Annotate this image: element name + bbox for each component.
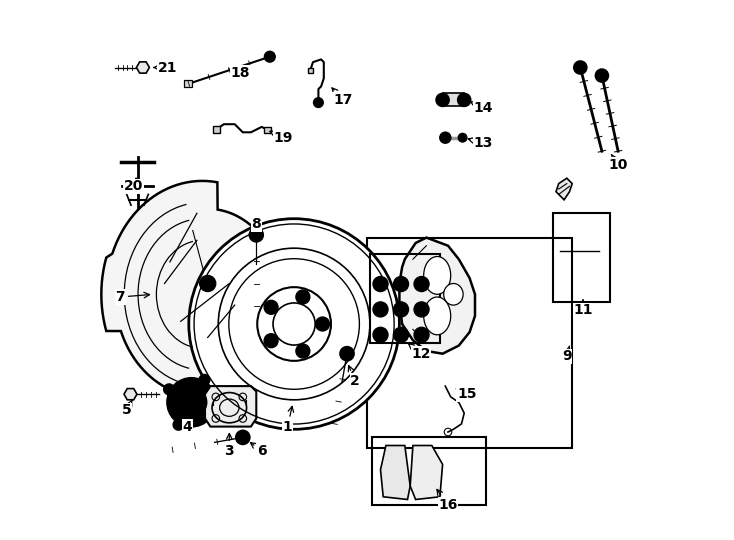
Bar [370,254,440,343]
Circle shape [250,228,264,242]
Text: 2: 2 [349,366,360,388]
Text: 9: 9 [562,346,572,363]
Circle shape [264,334,278,348]
Text: 3: 3 [225,434,234,458]
Circle shape [393,327,409,342]
Polygon shape [556,178,573,200]
Circle shape [373,302,388,317]
Text: 13: 13 [468,136,493,150]
Polygon shape [124,389,137,400]
Circle shape [264,300,278,314]
Bar [553,213,610,302]
Ellipse shape [257,287,331,361]
Text: 21: 21 [153,60,177,75]
Circle shape [574,61,586,74]
Circle shape [167,378,216,427]
Ellipse shape [443,284,463,305]
Circle shape [208,410,219,421]
Polygon shape [264,127,271,133]
Circle shape [414,327,429,342]
Circle shape [340,347,354,361]
Polygon shape [380,446,410,500]
Ellipse shape [424,297,451,335]
Circle shape [595,69,608,82]
Circle shape [164,384,175,395]
Circle shape [393,302,409,317]
Text: 1: 1 [283,407,294,434]
Text: 19: 19 [270,131,293,145]
Bar [367,238,573,448]
Circle shape [173,420,184,430]
Polygon shape [184,80,192,87]
Polygon shape [205,386,256,427]
Text: 4: 4 [183,416,192,434]
Polygon shape [101,181,280,395]
Text: 5: 5 [122,400,132,417]
Circle shape [199,374,210,385]
Polygon shape [410,446,443,500]
Polygon shape [137,62,150,73]
Polygon shape [213,126,220,133]
Circle shape [373,327,388,342]
Ellipse shape [424,256,451,294]
Circle shape [414,302,429,317]
Ellipse shape [189,219,399,429]
Polygon shape [443,93,464,106]
Circle shape [440,132,451,143]
Text: 6: 6 [250,443,266,458]
Circle shape [200,275,216,292]
Circle shape [296,290,310,304]
Text: 20: 20 [124,178,143,193]
Text: 7: 7 [115,290,150,304]
Text: 8: 8 [252,217,261,232]
Circle shape [236,430,250,444]
Circle shape [436,93,449,106]
Circle shape [458,93,470,106]
Circle shape [296,344,310,358]
Circle shape [373,276,388,292]
Circle shape [264,51,275,62]
Polygon shape [308,68,313,73]
Text: 15: 15 [457,387,476,401]
Circle shape [414,276,429,292]
Text: 12: 12 [409,344,431,361]
Text: 16: 16 [437,489,458,512]
Circle shape [393,276,409,292]
Polygon shape [399,238,475,354]
Circle shape [458,133,467,142]
Text: 14: 14 [470,101,493,115]
Bar [372,437,486,505]
Text: 10: 10 [608,154,628,172]
Text: 18: 18 [230,66,250,80]
Text: 17: 17 [332,88,352,107]
Text: 11: 11 [573,300,593,318]
Circle shape [313,98,323,107]
Circle shape [316,317,330,331]
